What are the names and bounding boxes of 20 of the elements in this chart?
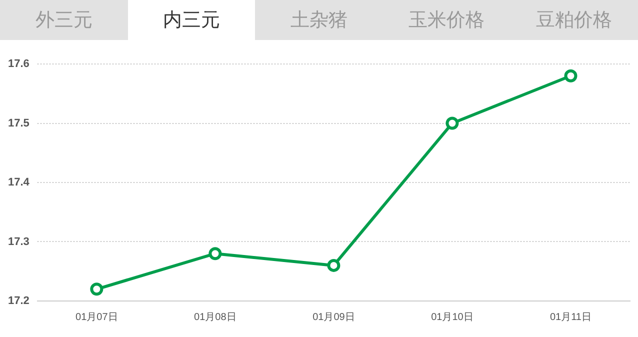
y-tick-label: 17.4 [8, 176, 30, 189]
y-tick-label: 17.2 [8, 295, 30, 308]
point [208, 247, 222, 260]
y-tick-label: 17.5 [8, 117, 30, 130]
text: 玉米价格 [408, 8, 486, 33]
text: 内三元 [128, 0, 256, 40]
y-tick-label: 17.6 [8, 58, 30, 70]
point [327, 258, 340, 272]
x-tick-label: 01月08日 [194, 312, 236, 323]
point [446, 116, 459, 130]
text: 土杂猪 [289, 8, 348, 33]
x-tick-label: 01月09日 [312, 312, 355, 323]
x-tick-label: 01月07日 [76, 312, 118, 323]
y-tick-label: 17.3 [8, 236, 30, 248]
text: 豆粕价格 [535, 8, 614, 33]
point [90, 282, 104, 296]
point [564, 69, 578, 82]
x-tick-label: 01月10日 [431, 312, 474, 323]
x-tick-label: 01月11日 [550, 312, 592, 323]
text: 外三元 [34, 8, 94, 33]
